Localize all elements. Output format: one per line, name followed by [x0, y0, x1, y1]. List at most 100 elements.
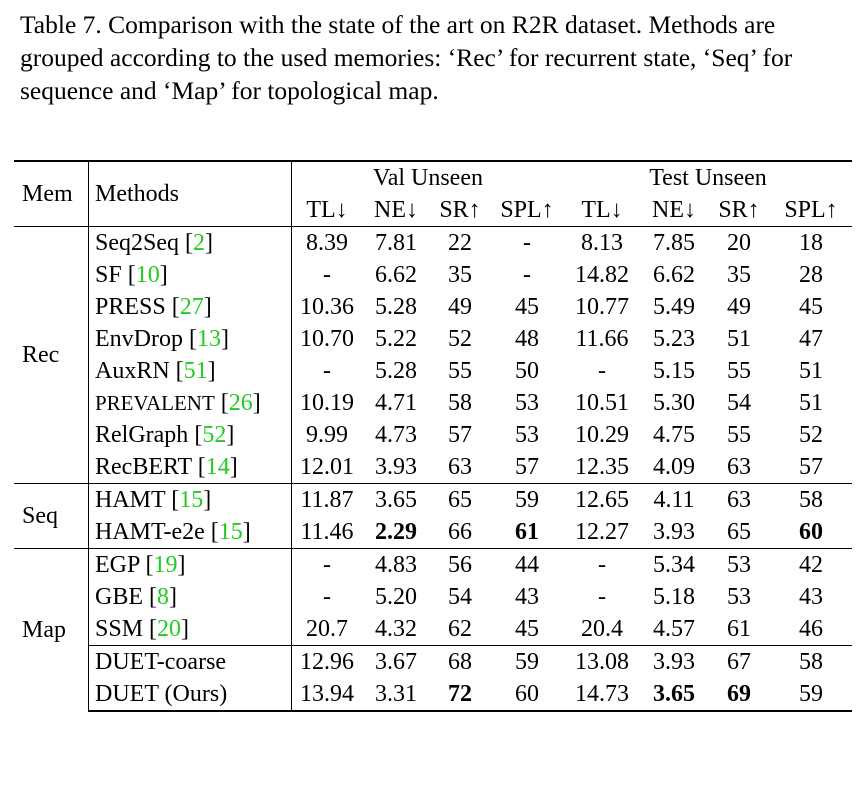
table-row: GBE [8] -5.20 54 43-5.18 53 43: [14, 581, 852, 613]
value-cell: 3.31: [362, 678, 430, 712]
method-cell: SSM [20]: [88, 613, 292, 646]
value-cell: 49: [448, 294, 472, 320]
citation-link[interactable]: 27: [179, 294, 204, 320]
value-cell: 61: [515, 519, 539, 545]
value-cell: 13.08: [564, 645, 640, 678]
citation-link[interactable]: 15: [179, 487, 204, 513]
citation-link[interactable]: 13: [196, 326, 221, 352]
value-cell: 5.28: [375, 294, 417, 320]
header-mem: Mem: [14, 160, 89, 227]
table-row: PRESS [27] 10.36 5.28 49 45 10.77 5.49 49 45: [14, 291, 852, 323]
citation-link[interactable]: 15: [218, 519, 243, 545]
method-name: EnvDrop: [95, 326, 183, 352]
value-cell: 28: [799, 262, 823, 288]
value-cell: 62: [448, 616, 472, 642]
value-cell: 11.46: [291, 516, 362, 549]
method-cell: PRESS [27]: [88, 291, 292, 323]
value-cell: 10.51: [575, 390, 629, 416]
value-cell: 53: [708, 548, 770, 581]
citation-link[interactable]: 10: [135, 262, 160, 288]
value-cell: 4.71: [375, 390, 417, 416]
value-cell: 5.18: [653, 584, 695, 610]
value-cell: 58: [770, 483, 852, 516]
method-cell: HAMT-e2e [15]: [88, 516, 292, 549]
header-metric: SR↑: [439, 197, 481, 223]
value-cell: 4.75: [653, 422, 695, 448]
header-metric: TL↓: [581, 197, 623, 223]
method-cell: GBE [8]: [88, 581, 292, 613]
value-cell: 57: [515, 454, 539, 480]
value-cell: 10.19: [291, 387, 362, 419]
value-cell: 3.93: [640, 645, 708, 678]
header-row-metrics: TL↓ NE↓ SR↑ SPL↑ TL↓ NE↓ SR↑ SPL↑: [14, 194, 852, 227]
citation-link[interactable]: 14: [205, 454, 230, 480]
value-cell: -: [598, 584, 606, 610]
value-cell: 53: [515, 390, 539, 416]
value-cell: 18: [770, 226, 852, 259]
header-row-1: Mem Methods Val Unseen Test Unseen: [14, 160, 852, 227]
value-cell: 14.73: [564, 678, 640, 712]
value-cell: -: [291, 548, 362, 581]
value-cell: 59: [490, 645, 564, 678]
citation-link[interactable]: 8: [157, 584, 169, 610]
method-cell: SF [10]: [88, 259, 292, 291]
value-cell: 55: [727, 358, 751, 384]
value-cell: 2.29: [375, 519, 417, 545]
header-metric: SR↑: [718, 197, 760, 223]
value-cell: 4.73: [375, 422, 417, 448]
citation-link[interactable]: 20: [157, 616, 182, 642]
method-name: GBE: [95, 584, 143, 610]
value-cell: -: [490, 226, 564, 259]
value-cell: 5.23: [653, 326, 695, 352]
method-name: RecBERT: [95, 454, 192, 480]
citation-link[interactable]: 19: [153, 552, 178, 578]
value-cell: 35: [448, 262, 472, 288]
value-cell: 65: [430, 483, 490, 516]
value-cell: 4.11: [640, 483, 708, 516]
table-row: AuxRN [51] -5.28 55 50-5.15 55 51: [14, 355, 852, 387]
value-cell: 57: [448, 422, 472, 448]
value-cell: 46: [799, 616, 823, 642]
value-cell: 57: [799, 454, 823, 480]
value-cell: 12.96: [291, 645, 362, 678]
table-row: RecBERT [14] 12.01 3.93 63 57 12.35 4.09 63 57: [14, 451, 852, 484]
header-methods: Methods: [88, 160, 292, 227]
value-cell: 54: [727, 390, 751, 416]
citation-link[interactable]: 51: [183, 358, 208, 384]
value-cell: 72: [430, 678, 490, 712]
value-cell: 5.30: [653, 390, 695, 416]
method-cell: RecBERT [14]: [88, 451, 292, 484]
citation-link[interactable]: 52: [202, 422, 227, 448]
value-cell: 20: [708, 226, 770, 259]
mem-group-label: Seq: [14, 483, 89, 549]
value-cell: -: [291, 259, 362, 291]
header-metric: SPL↑: [500, 197, 554, 223]
value-cell: 59: [490, 483, 564, 516]
citation-link[interactable]: 2: [193, 230, 205, 256]
value-cell: 10.36: [291, 291, 362, 323]
value-cell: 51: [799, 358, 823, 384]
value-cell: 11.66: [575, 326, 629, 352]
citation-link[interactable]: 26: [228, 390, 253, 416]
table-row: SSM [20] 20.7 4.32 62 45 20.4 4.57 61 46: [14, 613, 852, 646]
value-cell: 8.39: [291, 226, 362, 259]
method-cell: Seq2Seq [2]: [88, 226, 292, 259]
method-name: EGP: [95, 552, 140, 578]
value-cell: 10.77: [575, 294, 629, 320]
method-name: HAMT-e2e: [95, 519, 205, 545]
value-cell: 4.32: [375, 616, 417, 642]
value-cell: 67: [708, 645, 770, 678]
value-cell: 10.29: [575, 422, 629, 448]
value-cell: -: [523, 262, 531, 288]
table-caption: Table 7. Comparison with the state of th…: [20, 10, 793, 105]
value-cell: 12.27: [575, 519, 629, 545]
method-name: SSM: [95, 616, 144, 642]
value-cell: 7.85: [640, 226, 708, 259]
table-row: EnvDrop [13] 10.70 5.22 52 48 11.66 5.23 51 47: [14, 323, 852, 355]
mem-group-label: Rec: [14, 226, 89, 484]
value-cell: 44: [490, 548, 564, 581]
value-cell: 3.93: [653, 519, 695, 545]
value-cell: 54: [448, 584, 472, 610]
table-row: Seq HAMT [15] 11.87 3.65 65 59 12.65 4.11 63 58: [14, 483, 852, 549]
table-row: HAMT-e2e [15] 11.46 2.29 66 61 12.27 3.93 65 60: [14, 516, 852, 549]
